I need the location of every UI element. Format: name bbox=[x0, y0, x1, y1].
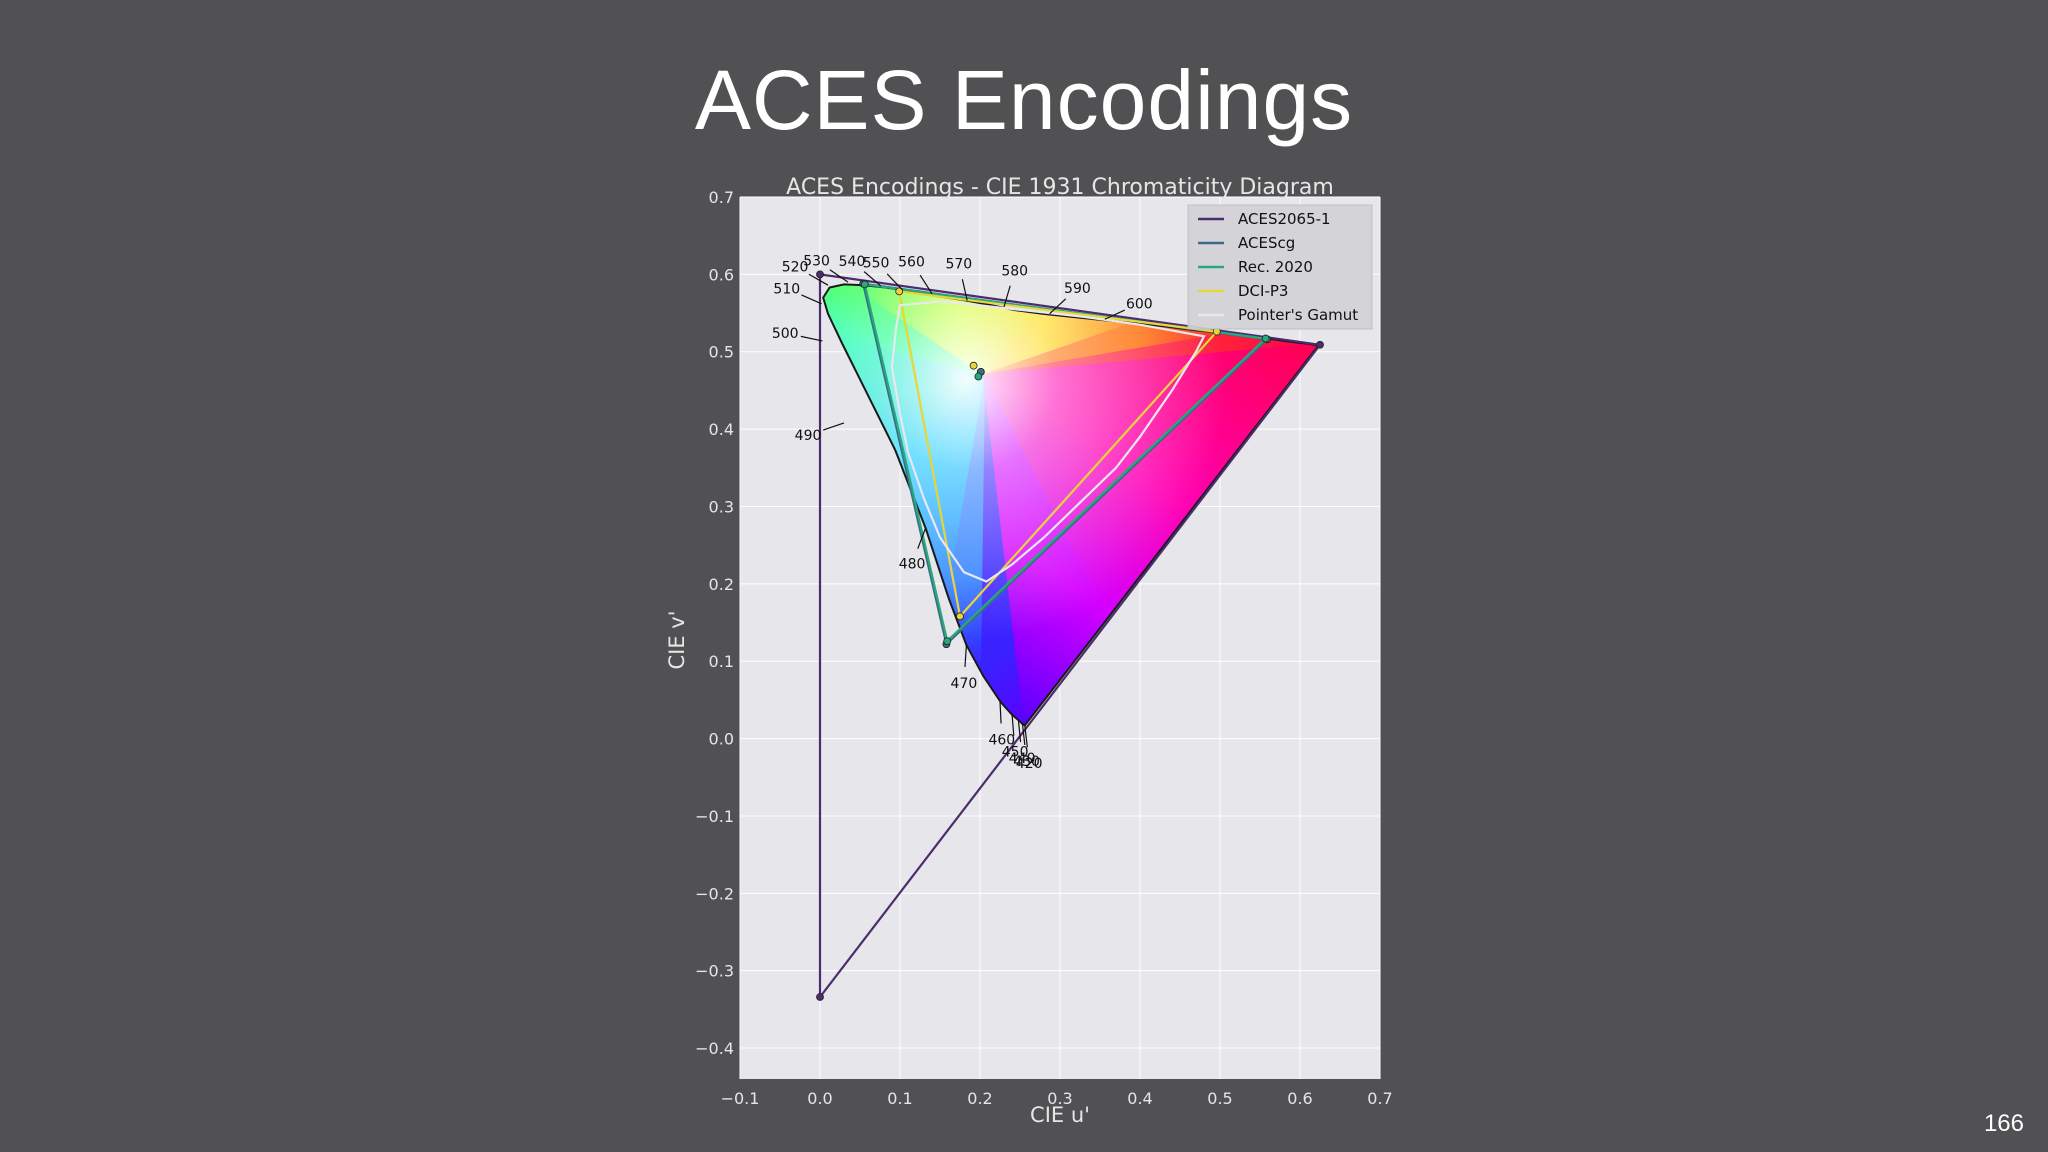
x-tick-label: 0.1 bbox=[887, 1089, 912, 1108]
wavelength-label: 450 bbox=[1002, 745, 1029, 761]
x-tick-label: 0.6 bbox=[1287, 1089, 1312, 1108]
wavelength-label: 490 bbox=[795, 428, 822, 444]
series-4-gamut bbox=[890, 300, 1206, 583]
wavelength-label: 570 bbox=[945, 257, 972, 273]
y-tick-label: 0.0 bbox=[709, 730, 734, 749]
wavelength-tick bbox=[1021, 723, 1026, 746]
series-3-primary bbox=[895, 287, 904, 296]
wavelength-label: 510 bbox=[773, 282, 800, 298]
y-tick-label: 0.2 bbox=[709, 575, 734, 594]
y-tick-label: −0.3 bbox=[695, 962, 734, 981]
wavelength-tick bbox=[801, 294, 822, 305]
wavelength-tick bbox=[1024, 725, 1028, 748]
y-tick-label: 0.7 bbox=[709, 188, 734, 207]
wavelength-tick bbox=[1003, 285, 1011, 308]
series-0-gamut bbox=[818, 273, 1323, 1001]
wavelength-tick bbox=[999, 701, 1002, 724]
series-2-primary bbox=[1261, 334, 1270, 343]
series-2-white-point bbox=[974, 372, 983, 381]
y-tick-label: 0.6 bbox=[709, 265, 734, 284]
y-axis-label: CIE v' bbox=[665, 610, 689, 669]
y-tick-label: −0.1 bbox=[695, 807, 734, 826]
y-tick-label: 0.5 bbox=[709, 343, 734, 362]
y-tick-label: −0.4 bbox=[695, 1039, 734, 1058]
wavelength-label: 430 bbox=[1013, 754, 1040, 770]
chart-title: ACES Encodings - CIE 1931 Chromaticity D… bbox=[786, 175, 1334, 200]
x-tick-label: 0.2 bbox=[967, 1089, 992, 1108]
wavelength-label: 420 bbox=[1016, 756, 1043, 772]
wavelength-tick bbox=[917, 527, 927, 549]
legend-label: ACES2065-1 bbox=[1238, 210, 1331, 228]
legend-label: Pointer's Gamut bbox=[1238, 306, 1358, 324]
wavelength-label: 440 bbox=[1009, 751, 1036, 767]
wavelength-tick bbox=[961, 279, 968, 301]
wavelength-label: 600 bbox=[1126, 296, 1153, 312]
wavelength-tick bbox=[800, 335, 823, 342]
wavelength-label: 500 bbox=[772, 326, 799, 342]
legend-label: ACEScg bbox=[1238, 234, 1295, 252]
x-tick-label: 0.5 bbox=[1207, 1089, 1232, 1108]
series-3-primary bbox=[956, 612, 964, 621]
series-layer bbox=[816, 270, 1324, 1001]
wavelength-tick bbox=[808, 273, 829, 286]
wavelength-label: 590 bbox=[1064, 281, 1091, 297]
wavelength-tick bbox=[1049, 298, 1067, 315]
wavelength-tick bbox=[822, 422, 845, 431]
wavelength-tick bbox=[1104, 309, 1126, 320]
x-tick-label: −0.1 bbox=[721, 1089, 760, 1108]
wavelength-tick bbox=[1017, 719, 1022, 742]
series-3-white-point bbox=[969, 361, 978, 370]
x-tick-label: 0.0 bbox=[807, 1089, 832, 1108]
x-tick-label: 0.7 bbox=[1367, 1089, 1392, 1108]
wavelength-tick bbox=[829, 269, 849, 283]
series-0-primary bbox=[816, 993, 824, 1001]
y-tick-label: 0.4 bbox=[709, 420, 734, 439]
axis-ticks: −0.1 0.0 0.1 0.2 0.3 0.4 0.5 0.6 0.7 −0.4 −0.3 −0.2… bbox=[695, 188, 1393, 1108]
wavelength-tick bbox=[886, 273, 903, 291]
wavelength-tick bbox=[964, 644, 967, 667]
series-0-primary bbox=[816, 270, 824, 279]
page-number: 166 bbox=[1983, 1110, 2024, 1137]
wavelength-tick bbox=[919, 274, 933, 295]
wavelength-label: 580 bbox=[1001, 263, 1028, 279]
series-2-primary bbox=[943, 637, 952, 645]
x-tick-label: 0.3 bbox=[1047, 1089, 1072, 1108]
wavelength-label: 540 bbox=[839, 254, 866, 270]
series-0-primary bbox=[1316, 340, 1324, 349]
y-tick-label: 0.1 bbox=[709, 652, 734, 671]
x-axis-label: CIE u' bbox=[1030, 1103, 1090, 1127]
legend: ACES2065-1 ACEScg Rec. 2020 DCI-P3 Pointer's… bbox=[1187, 204, 1373, 330]
slide-title: ACES Encodings bbox=[694, 53, 1354, 147]
wavelength-label: 550 bbox=[863, 255, 890, 271]
wavelength-tick bbox=[1011, 713, 1015, 736]
series-3-gamut bbox=[897, 290, 1220, 619]
y-tick-label: −0.2 bbox=[695, 884, 734, 903]
wavelength-label: 530 bbox=[803, 254, 830, 270]
wavelength-label: 560 bbox=[898, 255, 925, 271]
wavelength-label: 480 bbox=[899, 557, 926, 573]
wavelength-label: 470 bbox=[951, 676, 978, 692]
y-tick-label: 0.3 bbox=[709, 497, 734, 516]
wavelength-label: 460 bbox=[988, 732, 1015, 748]
series-2-primary bbox=[860, 280, 869, 289]
x-tick-label: 0.4 bbox=[1127, 1089, 1152, 1108]
legend-label: DCI-P3 bbox=[1238, 282, 1288, 300]
wavelength-tick bbox=[863, 271, 882, 287]
legend-label: Rec. 2020 bbox=[1238, 258, 1313, 276]
wavelength-label: 520 bbox=[782, 259, 809, 275]
